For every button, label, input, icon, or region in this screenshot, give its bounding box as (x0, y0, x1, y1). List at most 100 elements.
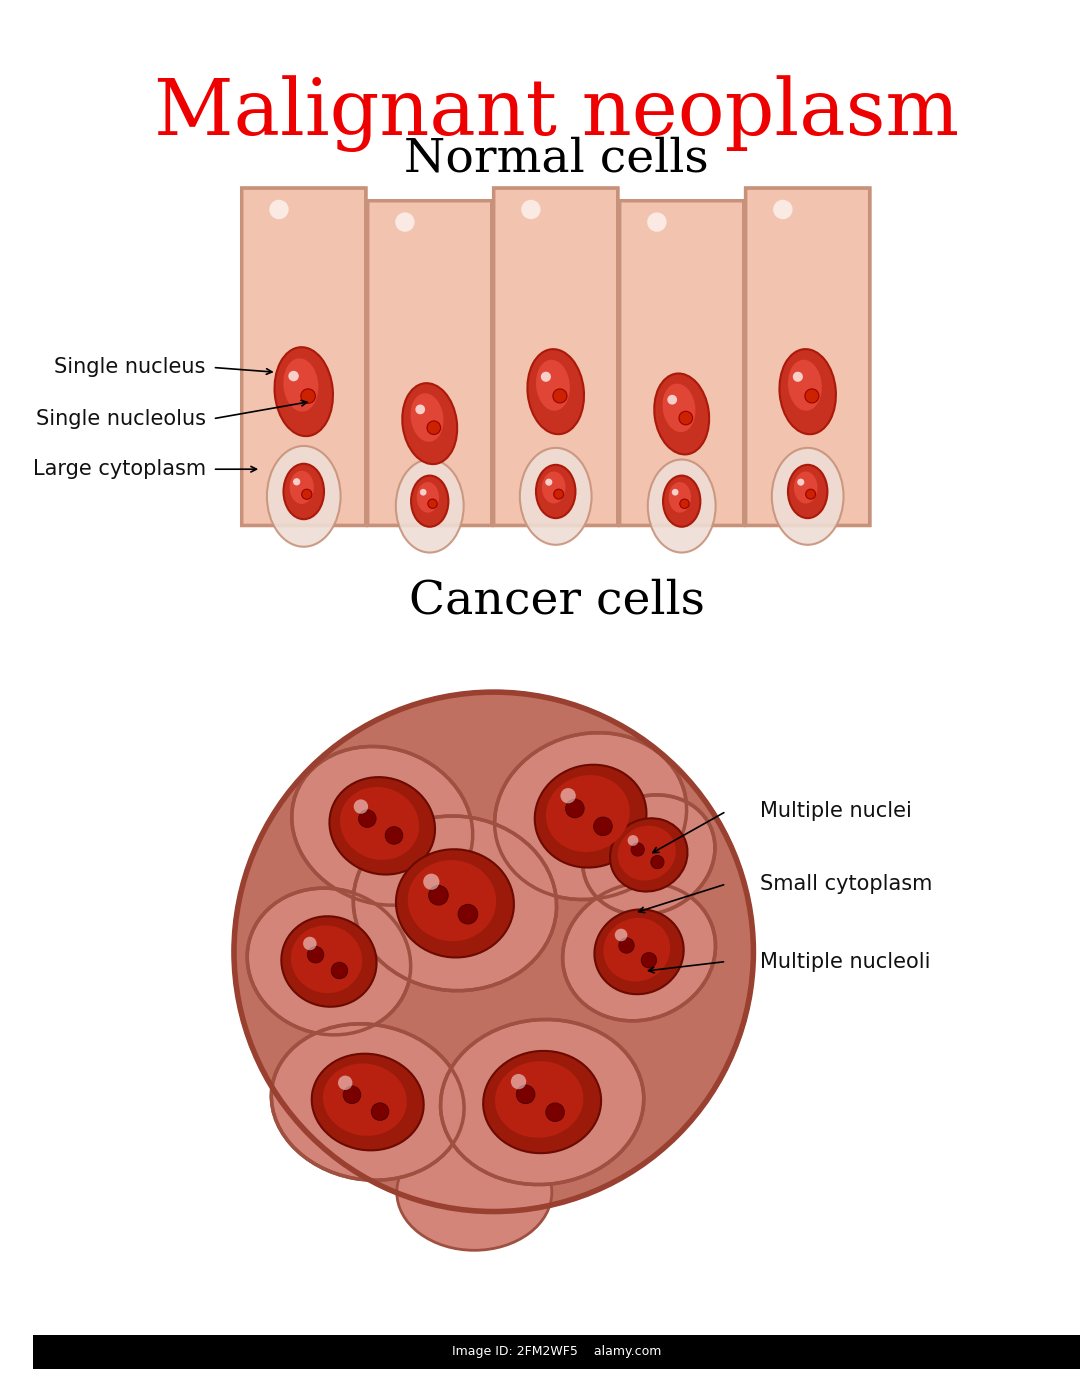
Ellipse shape (780, 349, 836, 434)
PathPatch shape (242, 188, 366, 525)
Circle shape (423, 874, 440, 890)
Ellipse shape (536, 360, 570, 411)
Circle shape (372, 1104, 389, 1120)
Ellipse shape (402, 384, 457, 464)
Circle shape (308, 947, 324, 963)
Ellipse shape (271, 1024, 464, 1180)
Circle shape (541, 371, 551, 382)
Ellipse shape (441, 1019, 644, 1184)
Text: Single nucleus: Single nucleus (54, 357, 206, 378)
Circle shape (651, 856, 664, 869)
Circle shape (395, 213, 415, 232)
Text: Single nucleolus: Single nucleolus (36, 409, 206, 428)
Ellipse shape (794, 471, 818, 503)
Ellipse shape (323, 1063, 407, 1136)
Circle shape (234, 692, 754, 1212)
FancyBboxPatch shape (494, 188, 618, 525)
FancyBboxPatch shape (367, 200, 491, 525)
Circle shape (343, 1086, 361, 1104)
Circle shape (386, 827, 403, 844)
FancyBboxPatch shape (745, 188, 869, 525)
Ellipse shape (536, 464, 576, 518)
Circle shape (545, 478, 552, 485)
FancyBboxPatch shape (620, 200, 744, 525)
Ellipse shape (353, 816, 556, 991)
Circle shape (429, 885, 448, 905)
Bar (33, 1334, 1080, 1369)
Circle shape (332, 962, 348, 979)
Ellipse shape (395, 460, 463, 553)
Ellipse shape (542, 471, 566, 503)
Circle shape (793, 371, 802, 382)
Circle shape (511, 1074, 526, 1090)
Ellipse shape (417, 482, 440, 513)
Circle shape (522, 200, 541, 220)
Ellipse shape (669, 482, 691, 513)
Circle shape (561, 788, 576, 803)
Text: Normal cells: Normal cells (404, 136, 708, 181)
Circle shape (797, 478, 805, 485)
Text: Cancer cells: Cancer cells (408, 578, 704, 624)
Ellipse shape (483, 1051, 602, 1154)
Circle shape (338, 1076, 352, 1090)
Circle shape (647, 213, 666, 232)
Circle shape (293, 478, 300, 485)
Ellipse shape (410, 393, 444, 442)
Text: Malignant neoplasm: Malignant neoplasm (154, 75, 959, 152)
Ellipse shape (788, 464, 827, 518)
Text: Image ID: 2FM2WF5    alamy.com: Image ID: 2FM2WF5 alamy.com (453, 1344, 661, 1358)
Text: Small cytoplasm: Small cytoplasm (760, 874, 932, 894)
Ellipse shape (519, 448, 592, 545)
Text: Large cytoplasm: Large cytoplasm (32, 459, 206, 480)
Ellipse shape (648, 460, 716, 553)
Circle shape (427, 421, 441, 435)
PathPatch shape (620, 200, 744, 525)
Ellipse shape (274, 348, 333, 436)
Circle shape (667, 395, 677, 404)
Circle shape (416, 404, 426, 414)
Circle shape (773, 200, 793, 220)
Ellipse shape (594, 909, 684, 994)
Ellipse shape (495, 733, 687, 899)
PathPatch shape (745, 188, 869, 525)
Circle shape (642, 952, 657, 967)
Circle shape (420, 489, 427, 496)
Circle shape (359, 810, 376, 827)
Ellipse shape (291, 926, 362, 994)
Circle shape (679, 499, 689, 509)
PathPatch shape (367, 200, 491, 525)
Circle shape (554, 489, 564, 499)
Circle shape (615, 929, 627, 941)
Circle shape (516, 1086, 535, 1104)
Ellipse shape (267, 446, 340, 546)
Circle shape (301, 489, 312, 499)
Ellipse shape (663, 475, 700, 527)
Circle shape (566, 799, 584, 817)
FancyBboxPatch shape (242, 188, 366, 525)
Circle shape (303, 937, 316, 951)
Ellipse shape (283, 464, 324, 520)
Ellipse shape (535, 765, 647, 867)
PathPatch shape (494, 188, 618, 525)
Ellipse shape (292, 746, 473, 905)
Ellipse shape (772, 448, 843, 545)
Circle shape (631, 842, 644, 856)
Ellipse shape (545, 776, 630, 852)
Text: Multiple nuclei: Multiple nuclei (760, 801, 913, 821)
Circle shape (353, 799, 368, 813)
Circle shape (672, 489, 678, 496)
Ellipse shape (340, 787, 419, 860)
Circle shape (619, 938, 634, 954)
Ellipse shape (495, 1061, 583, 1138)
Ellipse shape (411, 475, 448, 527)
Ellipse shape (654, 374, 710, 455)
Ellipse shape (610, 819, 688, 891)
Ellipse shape (329, 777, 435, 874)
Ellipse shape (282, 916, 377, 1006)
Circle shape (458, 905, 477, 924)
Ellipse shape (604, 917, 671, 981)
Circle shape (627, 835, 638, 847)
Ellipse shape (582, 795, 715, 915)
Ellipse shape (618, 826, 676, 881)
Ellipse shape (662, 384, 696, 432)
